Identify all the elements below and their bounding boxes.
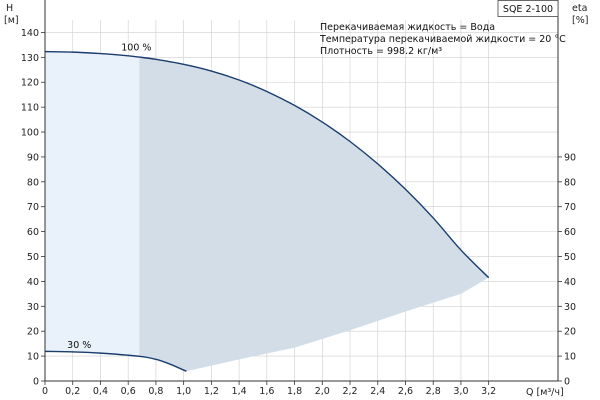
right-y-tick-label-2: 20 [564,327,576,338]
curves [44,50,490,372]
main-operating-region [139,57,489,372]
right-y-label-line2: [%] [572,15,588,26]
left-y-tick-label-12: 120 [21,78,39,89]
right-y-tick-label-6: 60 [564,227,576,238]
right-y-tick-label-1: 10 [564,352,576,363]
x-tick-label-6: 1,2 [204,386,219,397]
x-tick-label-13: 2,6 [398,386,413,397]
left-y-tick-label-1: 10 [27,352,39,363]
right-y-tick-label-3: 30 [564,302,576,313]
x-tick-label-0: 0 [42,386,48,397]
x-tick-label-11: 2,2 [342,386,357,397]
info-line-2: Температура перекачиваемой жидкости = 20… [319,34,566,45]
right-y-tick-label-4: 40 [564,277,576,288]
curve-30-percent [44,350,187,372]
x-axis-label: Q [м³/ч] [526,387,564,398]
x-tick-label-8: 1,6 [259,386,274,397]
left-y-tick-label-11: 110 [21,103,39,114]
x-tick-label-16: 3,2 [481,386,496,397]
left-y-axis-ticks: 0 10 20 30 40 50 60 70 80 90 100 110 120 130 140 [21,28,45,388]
x-tick-label-5: 1,0 [176,386,191,397]
x-axis-ticks: 0 0,2 0,4 0,6 0,8 1,0 1,2 1,4 1,6 1,8 2,0 2,2 2,4 2,6… [42,381,496,397]
left-y-tick-label-14: 140 [21,28,39,39]
operating-region [45,51,489,372]
x-tick-label-12: 2,4 [370,386,385,397]
x-tick-label-10: 2,0 [315,386,330,397]
chart-title: SQE 2-100 [503,4,553,15]
light-operating-region [45,51,140,357]
x-tick-label-9: 1,8 [287,386,302,397]
x-tick-label-15: 3,0 [453,386,468,397]
axes [44,0,559,382]
left-y-tick-label-7: 70 [27,202,39,213]
left-y-tick-label-10: 100 [21,128,39,139]
left-y-tick-label-6: 60 [27,227,39,238]
left-y-tick-label-13: 130 [21,53,39,64]
left-y-tick-label-4: 40 [27,277,39,288]
left-y-tick-label-8: 80 [27,177,39,188]
curve-100-label: 100 % [121,42,151,53]
x-tick-label-4: 0,8 [148,386,163,397]
title-box [497,0,559,17]
left-y-tick-label-5: 50 [27,252,39,263]
left-y-tick-label-9: 90 [27,152,39,163]
right-y-tick-label-9: 90 [564,152,576,163]
curve-100-percent [44,50,490,279]
x-tick-label-3: 0,6 [121,386,136,397]
right-y-axis-ticks: 0 10 20 30 40 50 60 70 80 90 [558,152,576,388]
info-line-3: Плотность = 998.2 кг/м³ [320,46,442,57]
left-y-tick-label-2: 20 [27,327,39,338]
curve-30-label: 30 % [67,340,91,351]
right-y-label-line1: eta [572,3,587,14]
left-y-tick-label-0: 0 [33,377,39,388]
right-y-tick-label-8: 80 [564,177,576,188]
x-tick-label-2: 0,4 [93,386,108,397]
info-line-1: Перекачиваемая жидкость = Вода [320,22,495,33]
right-y-tick-label-5: 50 [564,252,576,263]
left-y-tick-label-3: 30 [27,302,39,313]
right-y-tick-label-7: 70 [564,202,576,213]
left-y-label-line1: H [6,3,13,14]
x-tick-label-1: 0,2 [65,386,80,397]
right-y-tick-label-0: 0 [564,377,570,388]
x-tick-label-7: 1,4 [232,386,247,397]
left-y-label-line2: [м] [4,15,19,26]
x-tick-label-14: 2,8 [426,386,441,397]
